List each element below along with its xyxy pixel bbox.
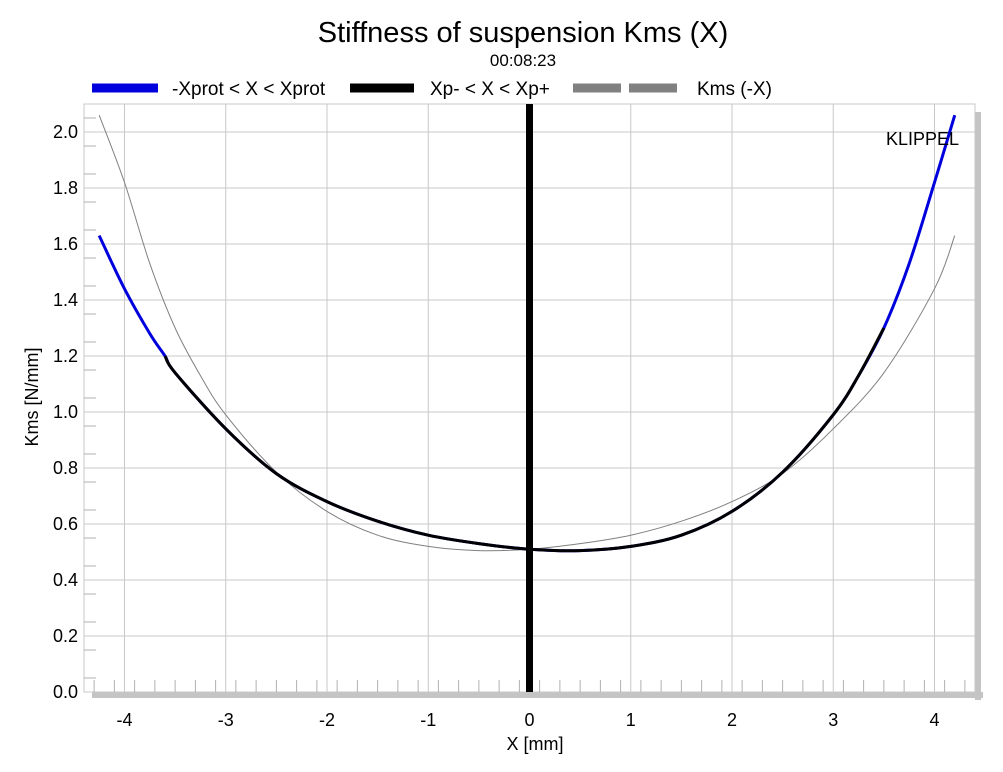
chart-title: Stiffness of suspension Kms (X) — [318, 17, 728, 49]
y-tick-label: 0.6 — [53, 514, 78, 534]
y-tick-label: 0.0 — [53, 682, 78, 702]
x-tick-label: -3 — [218, 710, 234, 730]
y-tick-label: 0.8 — [53, 458, 78, 478]
x-tick-label: -2 — [319, 710, 335, 730]
plot-frame — [83, 103, 983, 700]
y-tick-label: 0.2 — [53, 626, 78, 646]
x-tick-label: -4 — [116, 710, 132, 730]
x-tick-label: 3 — [828, 710, 838, 730]
legend-label: Xp- < X < Xp+ — [430, 79, 550, 100]
legend-label: Kms (-X) — [697, 79, 772, 100]
x-axis-ticks: -4 -3 -2 -1 0 1 2 3 4 — [116, 710, 939, 730]
series-line-kms-mirror — [98, 115, 956, 552]
plot-shadow-right — [975, 112, 981, 700]
plot-shadow-bottom — [92, 692, 983, 698]
x-tick-label: 1 — [626, 710, 636, 730]
y-tick-label: 1.8 — [53, 178, 78, 198]
legend-label: -Xprot < X < Xprot — [172, 79, 326, 100]
x-tick-label: -1 — [420, 710, 436, 730]
y-tick-label: 1.0 — [53, 402, 78, 422]
y-tick-label: 0.4 — [53, 570, 78, 590]
y-tick-label: 1.6 — [53, 234, 78, 254]
x-axis-label: X [mm] — [507, 734, 564, 754]
x-tick-label: 4 — [929, 710, 939, 730]
y-axis-ticks: 0.0 0.2 0.4 0.6 0.8 1.0 1.2 1.4 1.6 1.8 2.0 — [53, 122, 78, 702]
watermark-text: KLIPPEL — [886, 129, 959, 149]
legend: -Xprot < X < Xprot Xp- < X < Xp+ Kms (-X) — [92, 79, 772, 100]
y-axis-label: Kms [N/mm] — [22, 348, 42, 447]
y-tick-label: 1.4 — [53, 290, 78, 310]
y-tick-label: 1.2 — [53, 346, 78, 366]
x-tick-label: 2 — [727, 710, 737, 730]
chart-subtitle: 00:08:23 — [490, 51, 556, 70]
x-tick-label: 0 — [524, 710, 534, 730]
y-tick-label: 2.0 — [53, 122, 78, 142]
